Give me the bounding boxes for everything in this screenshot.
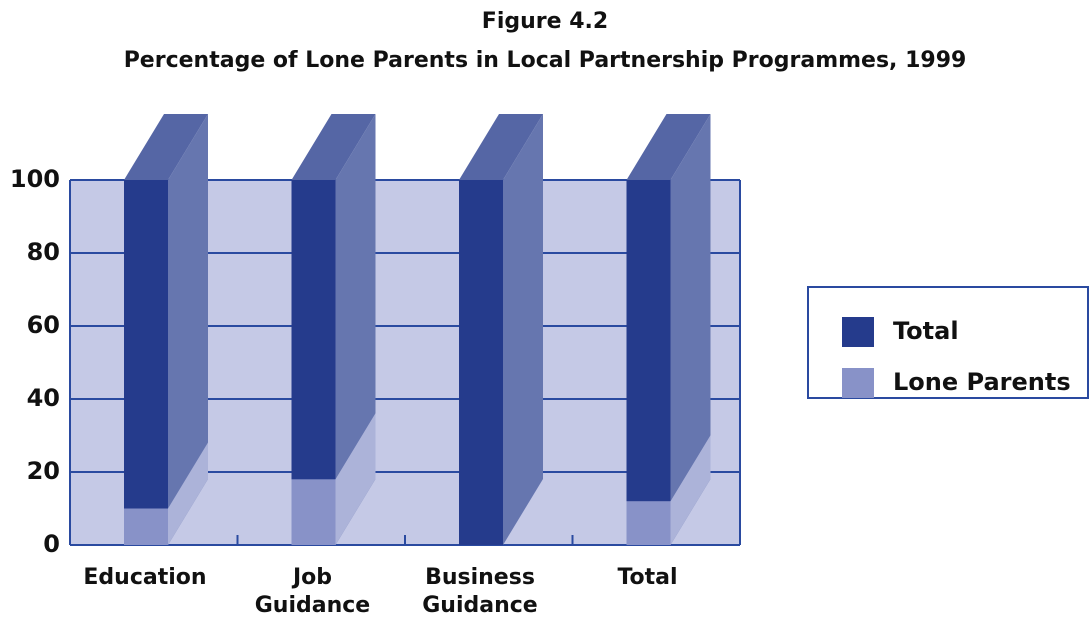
legend-swatch xyxy=(842,317,874,347)
x-tick-label: Business Guidance xyxy=(422,565,537,618)
chart-subtitle: Percentage of Lone Parents in Local Part… xyxy=(124,48,967,73)
bar-side xyxy=(670,435,711,545)
bar xyxy=(459,114,543,545)
bar-side xyxy=(335,413,376,545)
bar-top xyxy=(291,114,376,180)
bar-side xyxy=(168,114,208,545)
bar-side xyxy=(168,442,208,545)
bar-side xyxy=(503,114,543,545)
y-tick-label: 80 xyxy=(27,238,60,266)
bar xyxy=(291,413,376,545)
bar-top xyxy=(626,114,711,180)
bar xyxy=(626,114,711,545)
bar-side xyxy=(670,114,711,545)
y-tick-label: 20 xyxy=(27,457,60,485)
bar-top xyxy=(459,114,543,180)
y-tick-label: 40 xyxy=(27,384,60,412)
bar-front xyxy=(124,180,168,545)
bar xyxy=(124,114,208,545)
y-tick-label: 0 xyxy=(43,530,60,558)
legend-label: Lone Parents xyxy=(893,368,1071,396)
bar-front xyxy=(291,479,336,545)
x-tick-label: Education xyxy=(83,565,206,590)
bar xyxy=(626,435,711,545)
bar-top xyxy=(124,114,208,180)
bar-front xyxy=(626,501,671,545)
legend-swatch xyxy=(842,368,874,398)
x-tick-label: Job Guidance xyxy=(255,565,370,618)
y-tick-label: 100 xyxy=(10,165,60,193)
bar-front xyxy=(626,180,671,545)
bar xyxy=(124,442,208,545)
chart-title: Figure 4.2 xyxy=(482,9,608,34)
y-tick-label: 60 xyxy=(27,311,60,339)
bar-front xyxy=(459,180,503,545)
bar-front xyxy=(124,508,168,545)
legend-label: Total xyxy=(893,317,959,345)
x-tick-label: Total xyxy=(617,565,677,590)
